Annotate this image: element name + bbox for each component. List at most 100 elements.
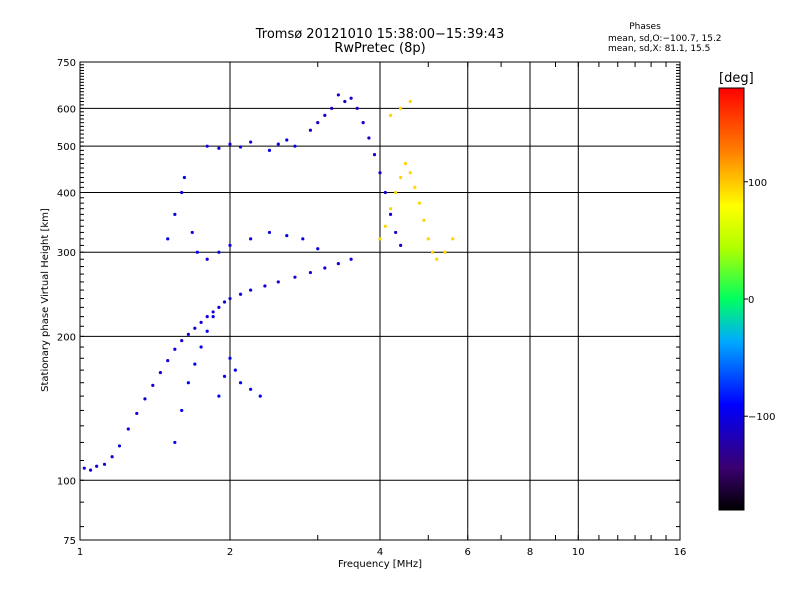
echo-point (102, 462, 107, 466)
echo-point (343, 99, 347, 104)
echo-point (186, 332, 190, 336)
echo-point (276, 280, 280, 284)
echo-point (372, 153, 377, 157)
echo-point (355, 106, 359, 110)
echo-point (451, 237, 455, 241)
echo-point (417, 201, 422, 205)
echo-point (285, 138, 289, 142)
colorbar-ticks: 100 0 −100 (744, 178, 775, 423)
y-tick-label: 600 (57, 104, 76, 115)
axes: 1 2 4 6 8 10 16 75 100 200 300 400 500 600 750 (57, 58, 686, 558)
echo-point (316, 121, 320, 125)
echo-point (293, 144, 297, 148)
echo-point (190, 230, 194, 235)
echo-point (249, 288, 253, 292)
colorbar-tick-label: 100 (748, 178, 767, 189)
echo-point (293, 275, 297, 279)
echo-point (180, 408, 184, 413)
x-tick-label: 10 (572, 547, 585, 558)
y-tick-label: 750 (57, 58, 76, 69)
chart-title: Tromsø 20121010 15:38:00−15:39:43 (255, 27, 505, 42)
echo-point (403, 161, 408, 166)
echo-point (435, 257, 439, 261)
echo-point (217, 146, 221, 150)
echo-point (205, 257, 209, 261)
echo-point (158, 370, 163, 375)
echo-point (249, 140, 253, 144)
echo-point (217, 250, 221, 254)
echo-point (205, 315, 209, 319)
phases-o-stats: mean, sd,O:−100.7, 15.2 (608, 34, 722, 44)
echo-point (238, 292, 243, 296)
echo-point (276, 142, 280, 146)
echo-point (217, 394, 221, 398)
echo-point (222, 300, 227, 304)
echo-point (323, 266, 327, 270)
echo-point (222, 374, 227, 378)
grid (79, 61, 681, 541)
echo-point (166, 237, 170, 241)
phases-title: Phases (629, 22, 661, 32)
echo-point (263, 284, 267, 288)
echo-point (430, 250, 435, 254)
echo-point (426, 237, 430, 241)
echo-point (388, 207, 393, 211)
echo-point (228, 142, 232, 146)
echo-point (228, 356, 232, 360)
echo-point (422, 218, 426, 222)
echo-point (135, 411, 139, 416)
echo-point (399, 106, 403, 110)
y-tick-label: 500 (57, 142, 76, 153)
echo-point (383, 224, 387, 228)
echo-point (308, 270, 313, 275)
echo-point (301, 237, 305, 241)
echo-point (413, 185, 417, 189)
echo-point (173, 440, 177, 445)
echo-point (205, 329, 209, 333)
echo-point (388, 212, 393, 216)
echo-point (378, 171, 382, 175)
x-tick-label: 4 (377, 547, 383, 558)
echo-point (180, 190, 184, 195)
echo-point (316, 247, 320, 251)
echo-point (336, 261, 340, 266)
x-tick-label: 16 (674, 547, 687, 558)
y-tick-label: 400 (57, 188, 76, 199)
colorbar-unit: [deg] (719, 71, 754, 86)
echo-point (367, 136, 371, 140)
echo-point (349, 96, 353, 100)
echo-point (228, 296, 232, 301)
colorbar-tick-label: −100 (748, 412, 775, 423)
echo-point (180, 338, 184, 343)
echo-point (361, 121, 365, 125)
echo-point (238, 145, 243, 149)
echo-point (330, 106, 334, 110)
echo-point (285, 233, 289, 238)
echo-point (258, 394, 262, 398)
echo-point (193, 326, 197, 330)
echo-point (199, 320, 203, 324)
echo-point (267, 230, 272, 235)
chart-subtitle: RwPretec (8p) (334, 41, 426, 56)
x-tick-label: 1 (77, 547, 83, 558)
echo-point (249, 387, 253, 391)
y-tick-label: 75 (63, 536, 76, 547)
echo-point (182, 175, 186, 180)
x-tick-label: 8 (527, 547, 533, 558)
echo-point (383, 190, 387, 195)
echo-point (267, 148, 272, 152)
data-points (82, 93, 455, 472)
echo-point (151, 383, 155, 387)
phases-x-stats: mean, sd,X: 81.1, 15.5 (608, 44, 711, 54)
echo-point (336, 93, 340, 97)
echo-point (166, 358, 170, 363)
echo-point (211, 315, 215, 319)
echo-point (205, 144, 209, 148)
echo-point (378, 237, 382, 241)
echo-point (126, 427, 130, 431)
echo-point (323, 113, 327, 117)
phase-colorbar (718, 87, 745, 511)
echo-point (408, 99, 412, 104)
echo-point (408, 171, 412, 175)
